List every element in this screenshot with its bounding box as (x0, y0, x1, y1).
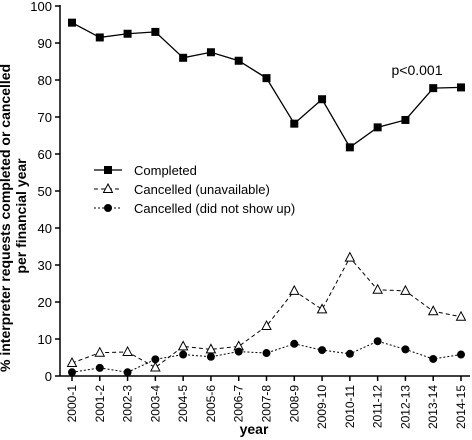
y-tick-label: 0 (45, 369, 52, 384)
y-tick-label: 50 (38, 184, 52, 199)
data-point-square (318, 95, 327, 104)
data-point-triangle (66, 356, 78, 368)
data-point-square (429, 84, 438, 93)
legend-label: Completed (134, 163, 197, 178)
x-tick-label: 2000-1 (65, 385, 79, 423)
x-tick-label: 2003-4 (148, 385, 162, 423)
series-layer (66, 18, 467, 377)
data-point-circle (318, 346, 327, 355)
y-tick-label: 80 (38, 73, 52, 88)
legend-label: Cancelled (did not show up) (134, 201, 295, 216)
series-2 (68, 337, 465, 377)
x-tick-label: 2006-7 (232, 385, 246, 423)
y-tick-label: 60 (38, 147, 52, 162)
data-point-triangle (427, 305, 439, 316)
data-point-triangle (177, 340, 189, 351)
data-point-square (373, 123, 382, 132)
data-point-triangle (288, 284, 300, 295)
data-point-square (123, 29, 132, 38)
y-tick-label: 20 (38, 295, 52, 310)
series-0 (68, 18, 465, 152)
data-point-triangle (122, 345, 133, 356)
data-point-circle (95, 363, 104, 372)
data-point-square (401, 115, 410, 124)
data-point-square (95, 33, 104, 42)
data-point-triangle (150, 361, 161, 372)
data-point-circle (206, 352, 215, 361)
data-point-circle (151, 355, 160, 364)
data-point-triangle (372, 283, 383, 294)
data-point-circle (373, 337, 382, 346)
data-point-circle (429, 354, 438, 363)
series-line (71, 22, 462, 149)
data-point-triangle (94, 346, 106, 357)
data-point-circle (123, 368, 132, 377)
data-point-triangle (455, 310, 467, 321)
data-point-square (262, 74, 271, 83)
x-tick-label: 2012-13 (398, 385, 412, 429)
data-point-square (179, 53, 188, 62)
x-tick-label: 2005-6 (204, 385, 218, 423)
y-axis-ticks: 0 10 20 30 40 50 60 70 80 90 100 (30, 0, 60, 384)
x-tick-label: 2001-2 (93, 385, 107, 423)
x-tick-label: 2014-15 (454, 385, 468, 429)
data-point-triangle (344, 251, 356, 262)
x-tick-label: 2008-9 (287, 385, 301, 423)
data-point-circle (457, 350, 465, 359)
data-point-triangle (261, 319, 272, 331)
data-point-circle (234, 347, 243, 356)
data-point-square (151, 27, 160, 36)
data-point-circle (345, 349, 354, 358)
p-value-annotation: p<0.001 (392, 62, 443, 78)
y-tick-label: 90 (38, 36, 52, 51)
x-tick-label: 2011-12 (371, 385, 385, 428)
x-tick-label: 2004-5 (176, 385, 190, 423)
data-point-square (206, 48, 215, 57)
series-1 (66, 251, 467, 372)
data-point-triangle (316, 303, 328, 314)
y-tick-label: 70 (38, 110, 52, 125)
data-point-square (234, 56, 243, 65)
x-tick-label: 2002-3 (121, 385, 135, 423)
y-axis-title-line-2: per financial year (13, 158, 29, 274)
y-tick-label: 30 (38, 258, 52, 273)
data-point-circle (179, 350, 188, 359)
data-point-triangle (400, 284, 411, 295)
y-tick-label: 100 (30, 0, 52, 14)
legend: Completed Cancelled (unavailable) Cancelle… (94, 163, 295, 216)
x-tick-label: 2013-14 (426, 385, 440, 429)
data-point-triangle (102, 182, 114, 193)
data-point-circle (262, 349, 271, 358)
x-axis-ticks: 2000-1 2001-2 2002-3 2003-4 2004-5 2005-6 2006… (65, 376, 468, 429)
data-point-circle (290, 339, 299, 348)
x-tick-label: 2010-11 (343, 385, 357, 428)
data-point-square (290, 119, 299, 128)
data-point-square (345, 143, 354, 152)
data-point-square (457, 83, 465, 92)
x-tick-label: 2009-10 (315, 385, 329, 429)
legend-label: Cancelled (unavailable) (134, 182, 270, 197)
x-axis-title: year (240, 421, 269, 437)
x-tick-label: 2007-8 (260, 385, 274, 423)
y-axis-title-line-1: % interpreter requests completed or canc… (0, 64, 13, 372)
data-point-circle (104, 204, 112, 212)
data-point-circle (401, 345, 410, 354)
y-tick-label: 10 (38, 332, 52, 347)
data-point-circle (68, 368, 76, 377)
data-point-square (104, 166, 112, 174)
y-axis-title: % interpreter requests completed or canc… (0, 60, 29, 372)
data-point-square (68, 18, 76, 27)
y-tick-label: 40 (38, 221, 52, 236)
